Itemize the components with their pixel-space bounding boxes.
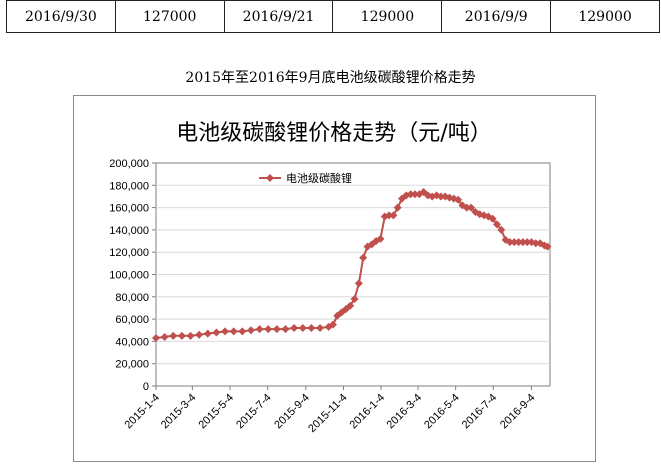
y-tick-label: 120,000: [109, 247, 149, 259]
data-point: [272, 325, 281, 334]
x-tick-label: 2016-7-4: [460, 392, 500, 432]
data-point: [389, 211, 398, 220]
price-trend-chart: 电池级碳酸锂价格走势（元/吨） 200,000 180,000 160,000 140,…: [109, 121, 552, 435]
data-point: [281, 325, 290, 334]
y-tick-label: 160,000: [109, 203, 149, 215]
chart-title: 电池级碳酸锂价格走势（元/吨）: [176, 121, 491, 146]
data-point: [152, 334, 160, 343]
data-point: [255, 325, 264, 334]
data-point: [510, 238, 519, 247]
data-point: [385, 211, 394, 220]
legend-marker: [266, 174, 274, 182]
data-point: [354, 279, 363, 288]
x-tick-label: 2015-1-4: [122, 392, 162, 432]
data-point: [523, 238, 532, 247]
price-cell: 129000: [550, 0, 660, 33]
y-tick-label: 80,000: [115, 292, 149, 304]
data-point: [221, 327, 230, 336]
x-tick-label: 2015-3-4: [159, 392, 199, 432]
y-tick-label: 20,000: [115, 359, 149, 371]
data-point: [195, 330, 204, 339]
data-point: [316, 324, 325, 333]
data-point: [328, 320, 337, 329]
y-tick-label: 100,000: [109, 270, 149, 282]
data-point: [160, 332, 169, 341]
data-point: [177, 331, 186, 340]
legend-label: 电池级碳酸锂: [286, 171, 352, 185]
data-point: [475, 210, 484, 219]
data-point: [402, 191, 411, 200]
data-point: [169, 331, 178, 340]
data-point: [380, 212, 389, 221]
data-point: [359, 253, 368, 262]
data-point: [264, 325, 273, 334]
data-point: [406, 190, 415, 199]
data-point: [238, 327, 247, 336]
data-point: [393, 203, 402, 212]
y-tick-label: 180,000: [109, 180, 149, 192]
data-point: [462, 203, 471, 212]
data-point: [376, 234, 385, 243]
x-tick-label: 2015-11-4: [306, 392, 349, 435]
data-point: [497, 225, 506, 234]
data-point: [246, 326, 255, 335]
y-tick-label: 140,000: [109, 225, 149, 237]
figure-caption: 2015年至2016年9月底电池级碳酸锂价格走势: [185, 70, 476, 86]
data-point: [492, 220, 501, 229]
data-point: [350, 295, 359, 304]
y-tick-label: 200,000: [109, 158, 149, 170]
date-cell: 2016/9/21: [223, 0, 334, 33]
data-point: [488, 214, 497, 223]
price-table: 2016/9/30 127000 2016/9/21 129000 2016/9…: [6, 0, 660, 33]
data-point: [467, 203, 476, 212]
y-tick-label: 40,000: [115, 336, 149, 348]
data-point: [298, 324, 307, 333]
data-point: [229, 327, 238, 336]
data-point: [398, 194, 407, 203]
data-point: [307, 324, 316, 333]
x-tick-label: 2015-7-4: [234, 392, 274, 432]
data-point: [514, 238, 523, 247]
y-tick-label: 60,000: [115, 314, 149, 326]
x-tick-label: 2016-3-4: [385, 392, 425, 432]
data-point: [531, 239, 540, 248]
data-point: [212, 328, 221, 337]
x-tick-label: 2016-1-4: [348, 392, 388, 432]
x-tick-label: 2016-5-4: [422, 392, 462, 432]
table-row: 2016/9/30 127000 2016/9/21 129000 2016/9…: [6, 0, 660, 33]
data-point: [346, 301, 355, 310]
date-cell: 2016/9/9: [441, 0, 552, 33]
price-cell: 127000: [114, 0, 225, 33]
data-point: [454, 195, 463, 204]
data-point: [436, 192, 445, 201]
data-point: [410, 190, 419, 199]
x-tick-label: 2016-9-4: [498, 392, 538, 432]
data-point: [290, 324, 299, 333]
data-point: [543, 242, 552, 251]
price-cell: 129000: [332, 0, 443, 33]
data-point: [518, 238, 527, 247]
date-cell: 2016/9/30: [6, 0, 116, 33]
data-point: [203, 329, 212, 338]
chart-frame: 电池级碳酸锂价格走势（元/吨） 200,000 180,000 160,000 140,…: [73, 95, 596, 462]
data-point: [186, 331, 195, 340]
x-tick-label: 2015-5-4: [196, 392, 236, 432]
y-tick-label: 0: [143, 381, 149, 393]
data-point: [505, 238, 514, 247]
